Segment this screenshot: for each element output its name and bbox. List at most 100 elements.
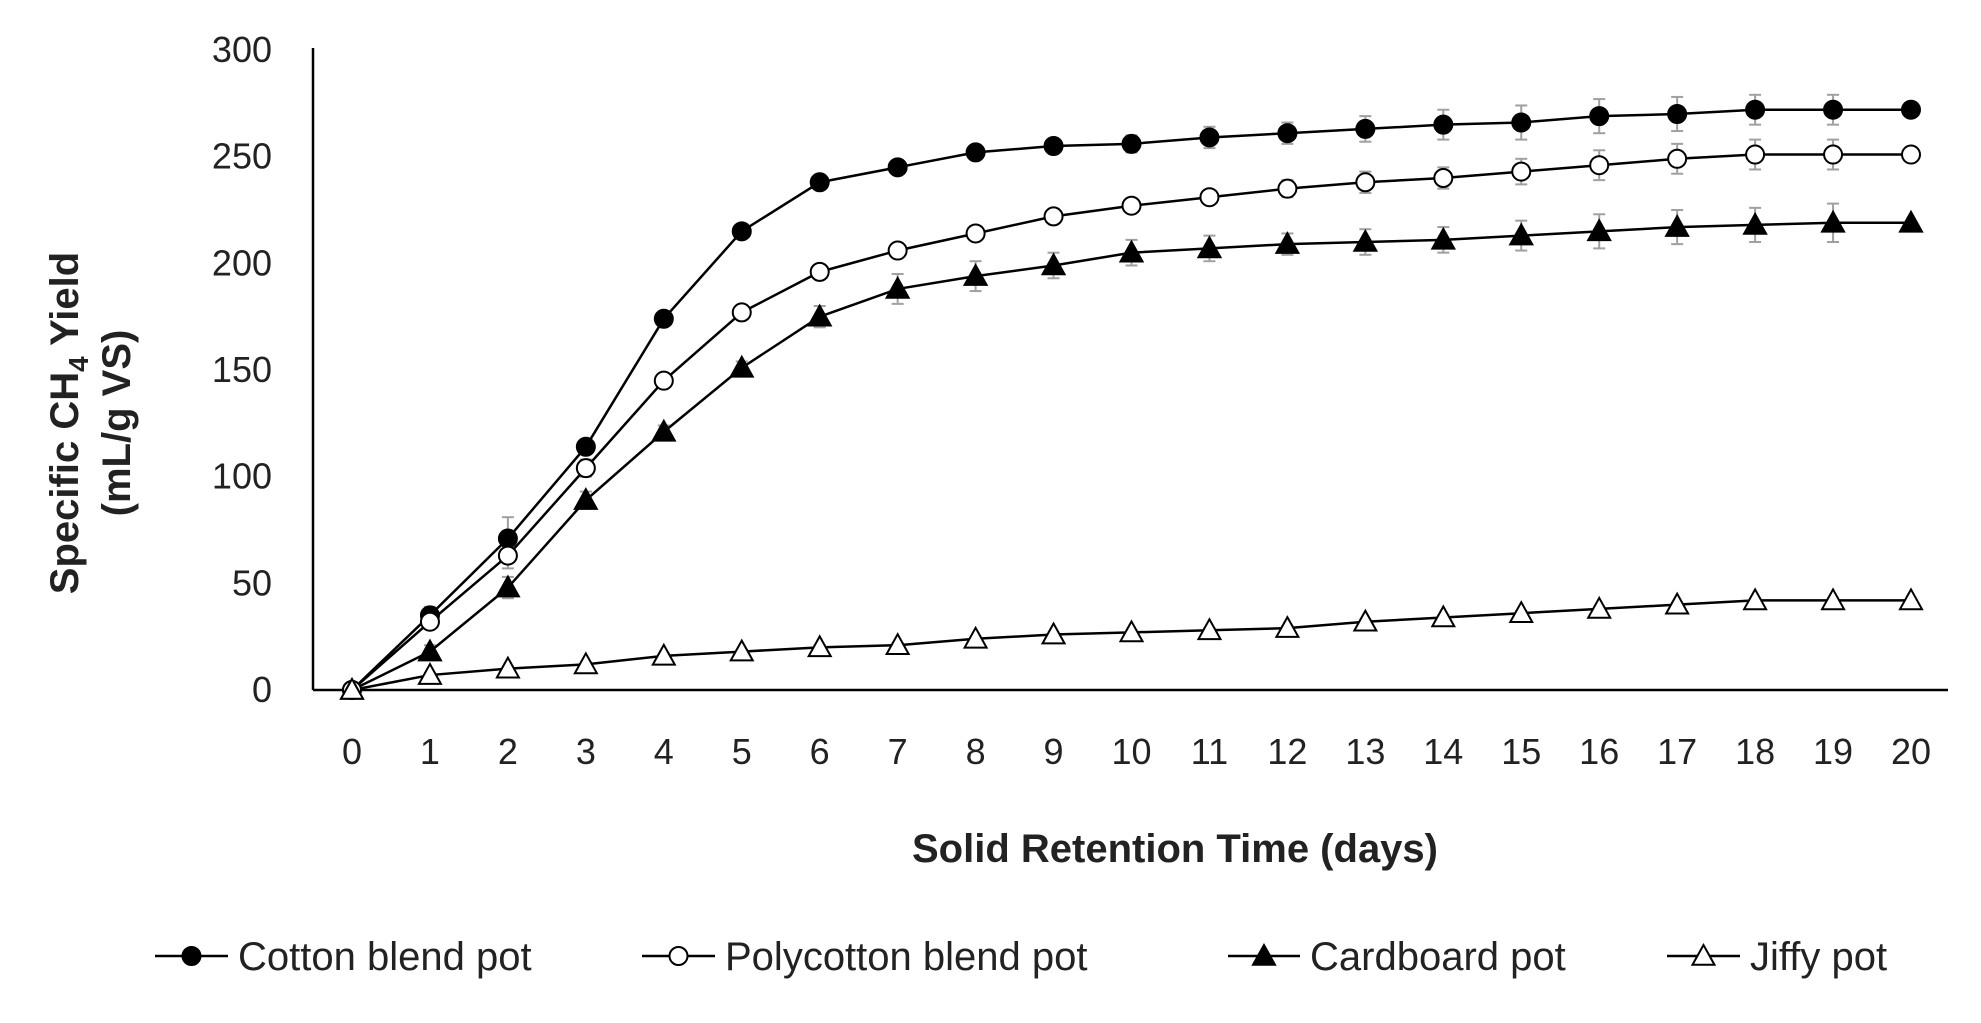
y-tick-label: 0 (252, 669, 272, 710)
x-tick-label: 15 (1501, 731, 1541, 772)
polycotton-blend-pot-point (1277, 178, 1298, 199)
cotton-blend-pot-point (1901, 99, 1921, 120)
x-tick-label: 2 (498, 731, 518, 772)
polycotton-blend-pot-point (887, 240, 908, 261)
y-axis-title: Specific CH4 Yield (mL/g VS) (43, 252, 139, 594)
y-axis-title-subscript: 4 (63, 356, 94, 372)
y-axis-title-prefix: Specific CH (43, 372, 87, 594)
axes (311, 48, 1948, 692)
polycotton-blend-pot-point (1433, 168, 1454, 188)
cardboard-pot-point (962, 263, 989, 286)
polycotton-blend-pot-point (1511, 161, 1532, 182)
legend-marker (1690, 942, 1717, 966)
jiffy-pot-point (1040, 621, 1067, 645)
cotton-blend-pot-point (1355, 118, 1376, 139)
x-tick-label: 12 (1267, 731, 1307, 772)
polycotton-blend-pot-point (965, 223, 986, 244)
polycotton-blend-pot-point (575, 458, 596, 479)
legend-marker (181, 946, 202, 966)
y-axis-title-line-2: (mL/g VS) (95, 330, 139, 517)
cotton-blend-pot-point (731, 221, 752, 242)
polycotton-blend-pot-point (731, 302, 752, 323)
series-markers (339, 99, 1924, 700)
x-tick-label: 14 (1423, 731, 1463, 772)
jiffy-pot-point (807, 634, 833, 658)
cotton-blend-pot-point (1667, 104, 1688, 124)
cardboard-pot-point (884, 275, 911, 299)
y-tick-label: 250 (212, 136, 272, 177)
error-bars (423, 93, 1840, 679)
polycotton-blend-pot-point (1043, 206, 1064, 227)
y-tick-label: 50 (232, 562, 272, 603)
polycotton-blend-pot-point (1823, 144, 1844, 165)
cotton-blend-pot-point (887, 157, 908, 178)
cotton-blend-pot-point (653, 308, 674, 329)
cardboard-pot-point (1352, 228, 1379, 252)
cardboard-pot-point (807, 303, 833, 327)
x-tick-label: 18 (1735, 731, 1775, 772)
legend-item-jiffy-pot: Jiffy pot (1667, 935, 1887, 979)
cotton-blend-pot-point (1043, 136, 1064, 156)
jiffy-pot-point (1352, 608, 1379, 632)
polycotton-blend-pot-point (419, 611, 440, 632)
legend: Cotton blend pot Polycotton blend pot Card… (155, 935, 1887, 979)
polycotton-blend-pot-point (653, 370, 674, 391)
jiffy-pot-point (573, 651, 599, 675)
cotton-blend-pot-point (1823, 99, 1844, 120)
cardboard-pot-point (651, 418, 677, 442)
y-tick-labels: 0 50 100 150 200 250 300 (212, 29, 272, 710)
x-tick-label: 9 (1044, 731, 1064, 772)
y-axis-title-line-1: Specific CH4 Yield (43, 252, 94, 594)
legend-label: Cotton blend pot (238, 935, 532, 979)
jiffy-pot-point (729, 638, 755, 662)
y-axis-title-suffix: Yield (43, 252, 87, 357)
y-tick-label: 200 (212, 242, 272, 283)
jiffy-pot-point (1898, 587, 1924, 611)
cotton-blend-pot-point (497, 528, 518, 549)
jiffy-pot-point (1430, 604, 1456, 628)
cardboard-pot-point (417, 638, 443, 662)
cardboard-pot-point (1040, 252, 1067, 276)
cardboard-pot-point (573, 487, 599, 510)
y-tick-label: 100 (212, 456, 272, 497)
jiffy-pot-point (1196, 617, 1223, 641)
jiffy-pot-point (1118, 619, 1145, 643)
legend-label: Jiffy pot (1750, 935, 1887, 979)
cotton-blend-pot-point (1121, 133, 1142, 154)
cotton-blend-pot-point (1511, 112, 1532, 133)
jiffy-pot-point (962, 625, 989, 649)
cotton-blend-pot-point (575, 436, 596, 457)
cotton-blend-pot-point (1433, 114, 1454, 135)
x-tick-label: 20 (1891, 731, 1931, 772)
jiffy-pot-point (651, 642, 677, 666)
x-tick-label: 10 (1111, 731, 1151, 772)
y-tick-label: 150 (212, 349, 272, 390)
jiffy-pot-point (1820, 587, 1846, 611)
x-tick-label: 6 (810, 731, 830, 772)
x-tick-label: 4 (654, 731, 674, 772)
cardboard-pot-point (1664, 214, 1690, 237)
cotton-blend-pot-point (809, 172, 830, 193)
x-tick-label: 3 (576, 731, 596, 772)
polycotton-blend-pot-point (1121, 195, 1142, 216)
polycotton-blend-pot-point (1355, 172, 1376, 193)
legend-item-cotton-blend-pot: Cotton blend pot (155, 935, 532, 979)
polycotton-blend-pot-point (497, 545, 518, 566)
jiffy-pot-point (1664, 591, 1690, 615)
polycotton-blend-pot-point (1199, 187, 1220, 208)
cotton-blend-pot-point (1199, 127, 1220, 148)
cardboard-pot-point (495, 574, 521, 598)
x-tick-label: 11 (1191, 731, 1228, 772)
legend-marker (668, 946, 689, 966)
x-tick-label: 19 (1813, 731, 1853, 772)
cardboard-pot-point (1274, 231, 1301, 254)
x-tick-labels: 0 1 2 3 4 5 6 7 8 9 10 11 12 13 14 15 16 17 18 19 20 (342, 731, 1931, 772)
x-tick-label: 0 (342, 731, 362, 772)
x-tick-label: 16 (1579, 731, 1619, 772)
y-tick-label: 300 (212, 29, 272, 70)
cardboard-pot-point (1118, 239, 1145, 263)
cardboard-pot-point (1196, 235, 1223, 259)
cotton-blend-pot-point (1745, 99, 1766, 120)
x-tick-label: 17 (1657, 731, 1697, 772)
